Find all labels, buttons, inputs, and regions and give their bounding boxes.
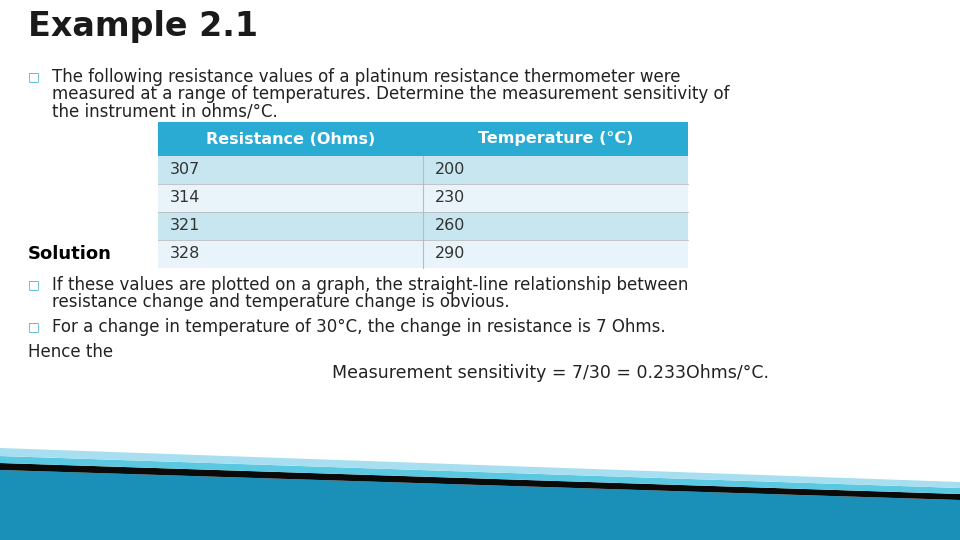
Text: 200: 200	[435, 163, 466, 178]
Text: □: □	[28, 278, 39, 291]
FancyBboxPatch shape	[158, 156, 688, 184]
Text: Temperature (°C): Temperature (°C)	[478, 132, 634, 146]
Polygon shape	[0, 448, 960, 488]
FancyBboxPatch shape	[158, 212, 688, 240]
Text: Example 2.1: Example 2.1	[28, 10, 258, 43]
Polygon shape	[0, 456, 960, 494]
Polygon shape	[0, 463, 960, 500]
Text: 328: 328	[170, 246, 201, 261]
Text: 230: 230	[435, 191, 466, 206]
Text: Measurement sensitivity = 7/30 = 0.233Ohms/°C.: Measurement sensitivity = 7/30 = 0.233Oh…	[331, 364, 769, 382]
Text: Resistance (Ohms): Resistance (Ohms)	[205, 132, 375, 146]
Text: If these values are plotted on a graph, the straight-line relationship between: If these values are plotted on a graph, …	[52, 276, 688, 294]
Text: For a change in temperature of 30°C, the change in resistance is 7 Ohms.: For a change in temperature of 30°C, the…	[52, 318, 665, 336]
Text: 314: 314	[170, 191, 201, 206]
Text: □: □	[28, 320, 39, 333]
Text: □: □	[28, 70, 39, 83]
FancyBboxPatch shape	[158, 240, 688, 268]
Text: Hence the: Hence the	[28, 343, 113, 361]
Text: The following resistance values of a platinum resistance thermometer were: The following resistance values of a pla…	[52, 68, 681, 86]
Text: 321: 321	[170, 219, 201, 233]
Polygon shape	[0, 470, 960, 540]
Text: 260: 260	[435, 219, 466, 233]
Text: 307: 307	[170, 163, 201, 178]
Text: resistance change and temperature change is obvious.: resistance change and temperature change…	[52, 293, 510, 311]
Text: measured at a range of temperatures. Determine the measurement sensitivity of: measured at a range of temperatures. Det…	[52, 85, 730, 103]
Text: Solution: Solution	[28, 245, 112, 263]
FancyBboxPatch shape	[158, 184, 688, 212]
Text: the instrument in ohms/°C.: the instrument in ohms/°C.	[52, 102, 277, 120]
Text: 290: 290	[435, 246, 466, 261]
FancyBboxPatch shape	[158, 122, 688, 156]
